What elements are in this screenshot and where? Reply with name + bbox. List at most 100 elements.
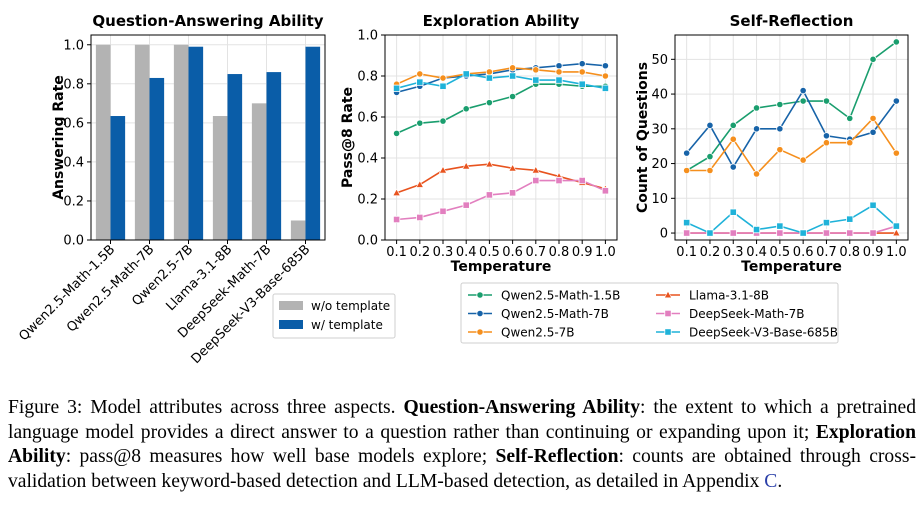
reflection-point [869, 128, 877, 136]
reflection-chart: 0 10 20 30 40 50 0.1 0.2 0.3 0.4 0.5 0.6 0.7 0.8 0.9 1.… [635, 12, 909, 275]
exploration-xtick-label: 0.8 [549, 245, 570, 260]
reflection-point [752, 170, 761, 178]
reflection-ytick-label: 50 [651, 53, 668, 68]
exploration-point [508, 163, 517, 172]
reflection-point [729, 163, 737, 171]
reflection-point [683, 166, 691, 175]
reflection-point [822, 229, 831, 237]
qa-title: Question-Answering Ability [92, 12, 323, 30]
exploration-point [392, 215, 401, 224]
qa-bar [227, 74, 243, 240]
reflection-xtick-label: 0.1 [676, 245, 697, 260]
line-legend-label: Qwen2.5-7B [501, 326, 575, 340]
qa-ytick-label: 0.4 [63, 155, 84, 170]
reflection-point [752, 125, 761, 133]
reflection-point [892, 222, 900, 230]
exploration-point [462, 70, 470, 78]
reflection-series-line [686, 204, 897, 234]
exploration-ytick-label: 0.0 [357, 234, 378, 249]
reflection-xtick-label: 0.8 [839, 245, 860, 260]
exploration-point [555, 68, 563, 76]
line-legend-point [476, 291, 484, 299]
reflection-ytick-label: 30 [651, 122, 668, 137]
exploration-ytick-label: 0.6 [357, 111, 378, 126]
exploration-point [531, 165, 540, 174]
qa-ytick-label: 0.0 [63, 234, 84, 249]
reflection-point [846, 229, 854, 237]
exploration-point [601, 62, 610, 70]
reflection-point [752, 104, 761, 112]
exploration-xtick-label: 1.0 [595, 245, 616, 260]
exploration-point [392, 129, 401, 137]
caption-bold-qa: Question-Answering Ability [403, 397, 641, 418]
line-legend-point [476, 328, 484, 336]
reflection-point [799, 156, 807, 164]
exploration-ytick-label: 1.0 [357, 29, 378, 44]
line-legend-point [476, 309, 484, 318]
reflection-point [776, 100, 784, 109]
qa-plot-area [91, 35, 325, 240]
caption-text-exploration: : pass@8 measures how well base models e… [65, 446, 496, 467]
exploration-ytick-label: 0.8 [357, 70, 378, 85]
reflection-point [729, 208, 737, 216]
line-legend-label: Qwen2.5-Math-1.5B [501, 289, 620, 303]
reflection-point [776, 125, 784, 133]
reflection-point [729, 135, 737, 143]
exploration-point [462, 105, 470, 113]
exploration-series-line [396, 163, 606, 194]
reflection-point [683, 149, 691, 157]
exploration-xtick-label: 0.6 [502, 245, 523, 260]
reflection-point [822, 132, 831, 140]
exploration-point [392, 188, 401, 196]
reflection-point [683, 219, 691, 227]
exploration-point [578, 176, 586, 185]
line-legend-point [664, 309, 672, 318]
reflection-point [892, 228, 901, 237]
exploration-point [462, 201, 470, 209]
reflection-series-line [686, 88, 897, 169]
line-legend-point [663, 290, 673, 299]
reflection-ytick-label: 20 [651, 157, 668, 172]
reflection-point [869, 201, 877, 209]
reflection-point [799, 97, 807, 105]
exploration-point [555, 76, 563, 84]
exploration-point [485, 99, 493, 107]
exploration-point [578, 60, 586, 68]
exploration-point [508, 72, 517, 80]
reflection-xtick-label: 0.7 [816, 245, 837, 260]
exploration-point [485, 68, 493, 76]
reflection-series-line [686, 41, 897, 172]
exploration-ytick-label: 0.2 [357, 193, 378, 208]
reflection-point [846, 114, 854, 122]
exploration-xtick-label: 0.4 [456, 245, 477, 260]
reflection-point [869, 229, 877, 237]
line-legend-label: Qwen2.5-Math-7B [501, 307, 609, 321]
qa-ytick-label: 0.6 [63, 116, 84, 131]
exploration-ytick-label: 0.4 [357, 152, 378, 167]
qa-bar [134, 44, 150, 241]
caption-appendix-link[interactable]: C [764, 470, 778, 492]
reflection-series-line [686, 117, 898, 176]
reflection-point [892, 149, 900, 157]
line-legend-box [460, 282, 839, 344]
reflection-xtick-label: 0.5 [770, 245, 791, 260]
exploration-series-line [396, 73, 606, 90]
exploration-point [601, 84, 610, 92]
exploration-point [485, 191, 494, 199]
reflection-xlabel: Temperature [741, 259, 842, 275]
exploration-frame [384, 34, 618, 241]
exploration-point [462, 161, 471, 170]
exploration-point [508, 92, 517, 101]
qa-bar [95, 44, 111, 241]
reflection-xtick-label: 1.0 [886, 245, 907, 260]
exploration-point [439, 207, 447, 215]
reflection-point [846, 215, 854, 223]
exploration-point [392, 84, 401, 92]
reflection-xtick-label: 0.3 [723, 245, 744, 260]
reflection-point [683, 229, 691, 237]
exploration-point [439, 74, 447, 82]
exploration-point [439, 117, 447, 125]
exploration-point [508, 64, 517, 72]
exploration-point [532, 176, 540, 185]
reflection-point [776, 222, 784, 230]
